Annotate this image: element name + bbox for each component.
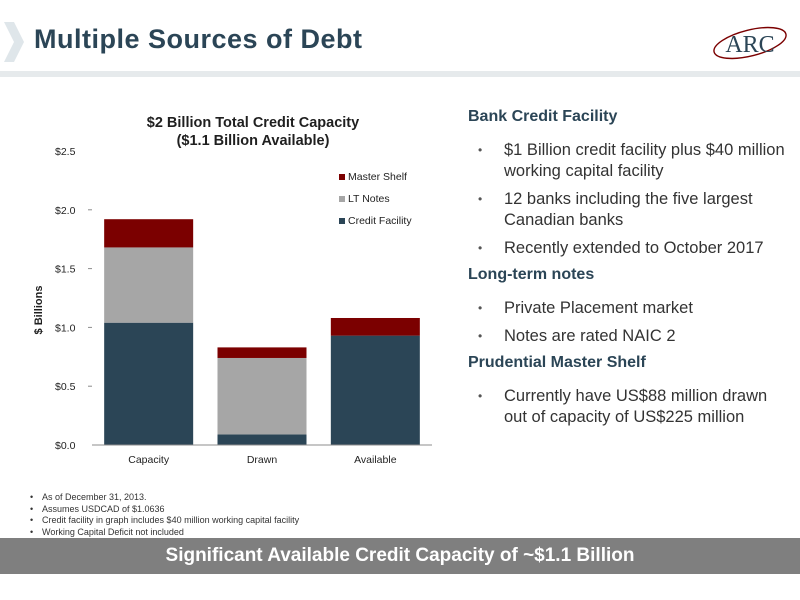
bar-segment-available-master-shelf <box>330 317 420 336</box>
x-tick-label: Available <box>354 454 397 466</box>
bar-segment-drawn-credit-facility <box>217 434 307 445</box>
bullet-text: Notes are rated NAIC 2 <box>504 327 676 345</box>
bar-segment-drawn-lt-notes <box>217 357 307 435</box>
y-tick-label: $1.5 <box>55 264 76 276</box>
bullet-dot-icon: • <box>478 389 483 403</box>
bullet-item: • Notes are rated NAIC 2 <box>468 326 788 347</box>
chevron-right-icon <box>4 22 24 62</box>
bullet-item: • Private Placement market <box>468 298 788 319</box>
bullet-text: $1 Billion credit facility plus $40 mill… <box>504 141 785 180</box>
legend-label: LT Notes <box>348 193 390 205</box>
bar-segment-capacity-credit-facility <box>104 322 194 445</box>
bullet-dot-icon: • <box>478 241 483 255</box>
text-panel: Bank Credit Facility • $1 Billion credit f… <box>468 108 788 435</box>
logo-text: ARC <box>725 32 774 58</box>
footnote-item: Credit facility in graph includes $40 mi… <box>30 515 299 527</box>
credit-capacity-chart: $2 Billion Total Credit Capacity ($1.1 B… <box>33 115 432 466</box>
bar-segment-capacity-master-shelf <box>104 219 194 248</box>
chart-title: $2 Billion Total Credit Capacity <box>147 115 359 131</box>
bullet-text: 12 banks including the five largest Cana… <box>504 190 753 229</box>
y-tick-label: $2.0 <box>55 205 76 217</box>
y-tick-label: $1.0 <box>55 322 76 334</box>
legend-swatch <box>339 196 345 202</box>
x-tick-label: Drawn <box>247 454 278 466</box>
bullet-dot-icon: • <box>478 143 483 157</box>
bullet-item: • Recently extended to October 2017 <box>468 238 788 259</box>
y-tick-label: $0.5 <box>55 381 76 393</box>
bullet-item: • $1 Billion credit facility plus $40 mil… <box>468 140 788 182</box>
summary-banner: Significant Available Credit Capacity of… <box>0 538 800 574</box>
arc-logo: ARC <box>713 26 787 60</box>
footnotes: As of December 31, 2013.Assumes USDCAD o… <box>30 492 299 538</box>
bullet-text: Private Placement market <box>504 299 693 317</box>
bar-segment-available-credit-facility <box>330 335 420 445</box>
y-tick-label: $2.5 <box>55 146 76 158</box>
legend-label: Credit Facility <box>348 215 412 227</box>
bullet-list: • Currently have US$88 million drawn out … <box>468 386 788 428</box>
x-tick-label: Capacity <box>128 454 170 466</box>
chart-subtitle: ($1.1 Billion Available) <box>177 133 330 149</box>
footnote-item: Working Capital Deficit not included <box>30 527 299 539</box>
bullet-text: Recently extended to October 2017 <box>504 239 764 257</box>
y-axis-label: $ Billions <box>33 286 45 335</box>
legend-swatch <box>339 218 345 224</box>
bullet-dot-icon: • <box>478 301 483 315</box>
bullet-text: Currently have US$88 million drawn out o… <box>504 387 768 426</box>
bullet-list: • Private Placement market • Notes are rate… <box>468 298 788 347</box>
header-divider <box>0 71 800 77</box>
legend-label: Master Shelf <box>348 171 407 183</box>
bar-segment-drawn-master-shelf <box>217 347 307 358</box>
bullet-list: • $1 Billion credit facility plus $40 mil… <box>468 140 788 259</box>
y-tick-label: $0.0 <box>55 440 76 452</box>
footnote-item: Assumes USDCAD of $1.0636 <box>30 504 299 516</box>
section-heading: Prudential Master Shelf <box>468 354 646 371</box>
bullet-item: • Currently have US$88 million drawn out … <box>468 386 788 428</box>
section-heading: Long-term notes <box>468 266 595 283</box>
bullet-dot-icon: • <box>478 192 483 206</box>
bar-segment-capacity-lt-notes <box>104 247 194 323</box>
section-heading: Bank Credit Facility <box>468 108 618 125</box>
footnote-item: As of December 31, 2013. <box>30 492 299 504</box>
legend-swatch <box>339 174 345 180</box>
bullet-item: • 12 banks including the five largest Can… <box>468 189 788 231</box>
page-title: Multiple Sources of Debt <box>34 24 363 54</box>
bullet-dot-icon: • <box>478 329 483 343</box>
